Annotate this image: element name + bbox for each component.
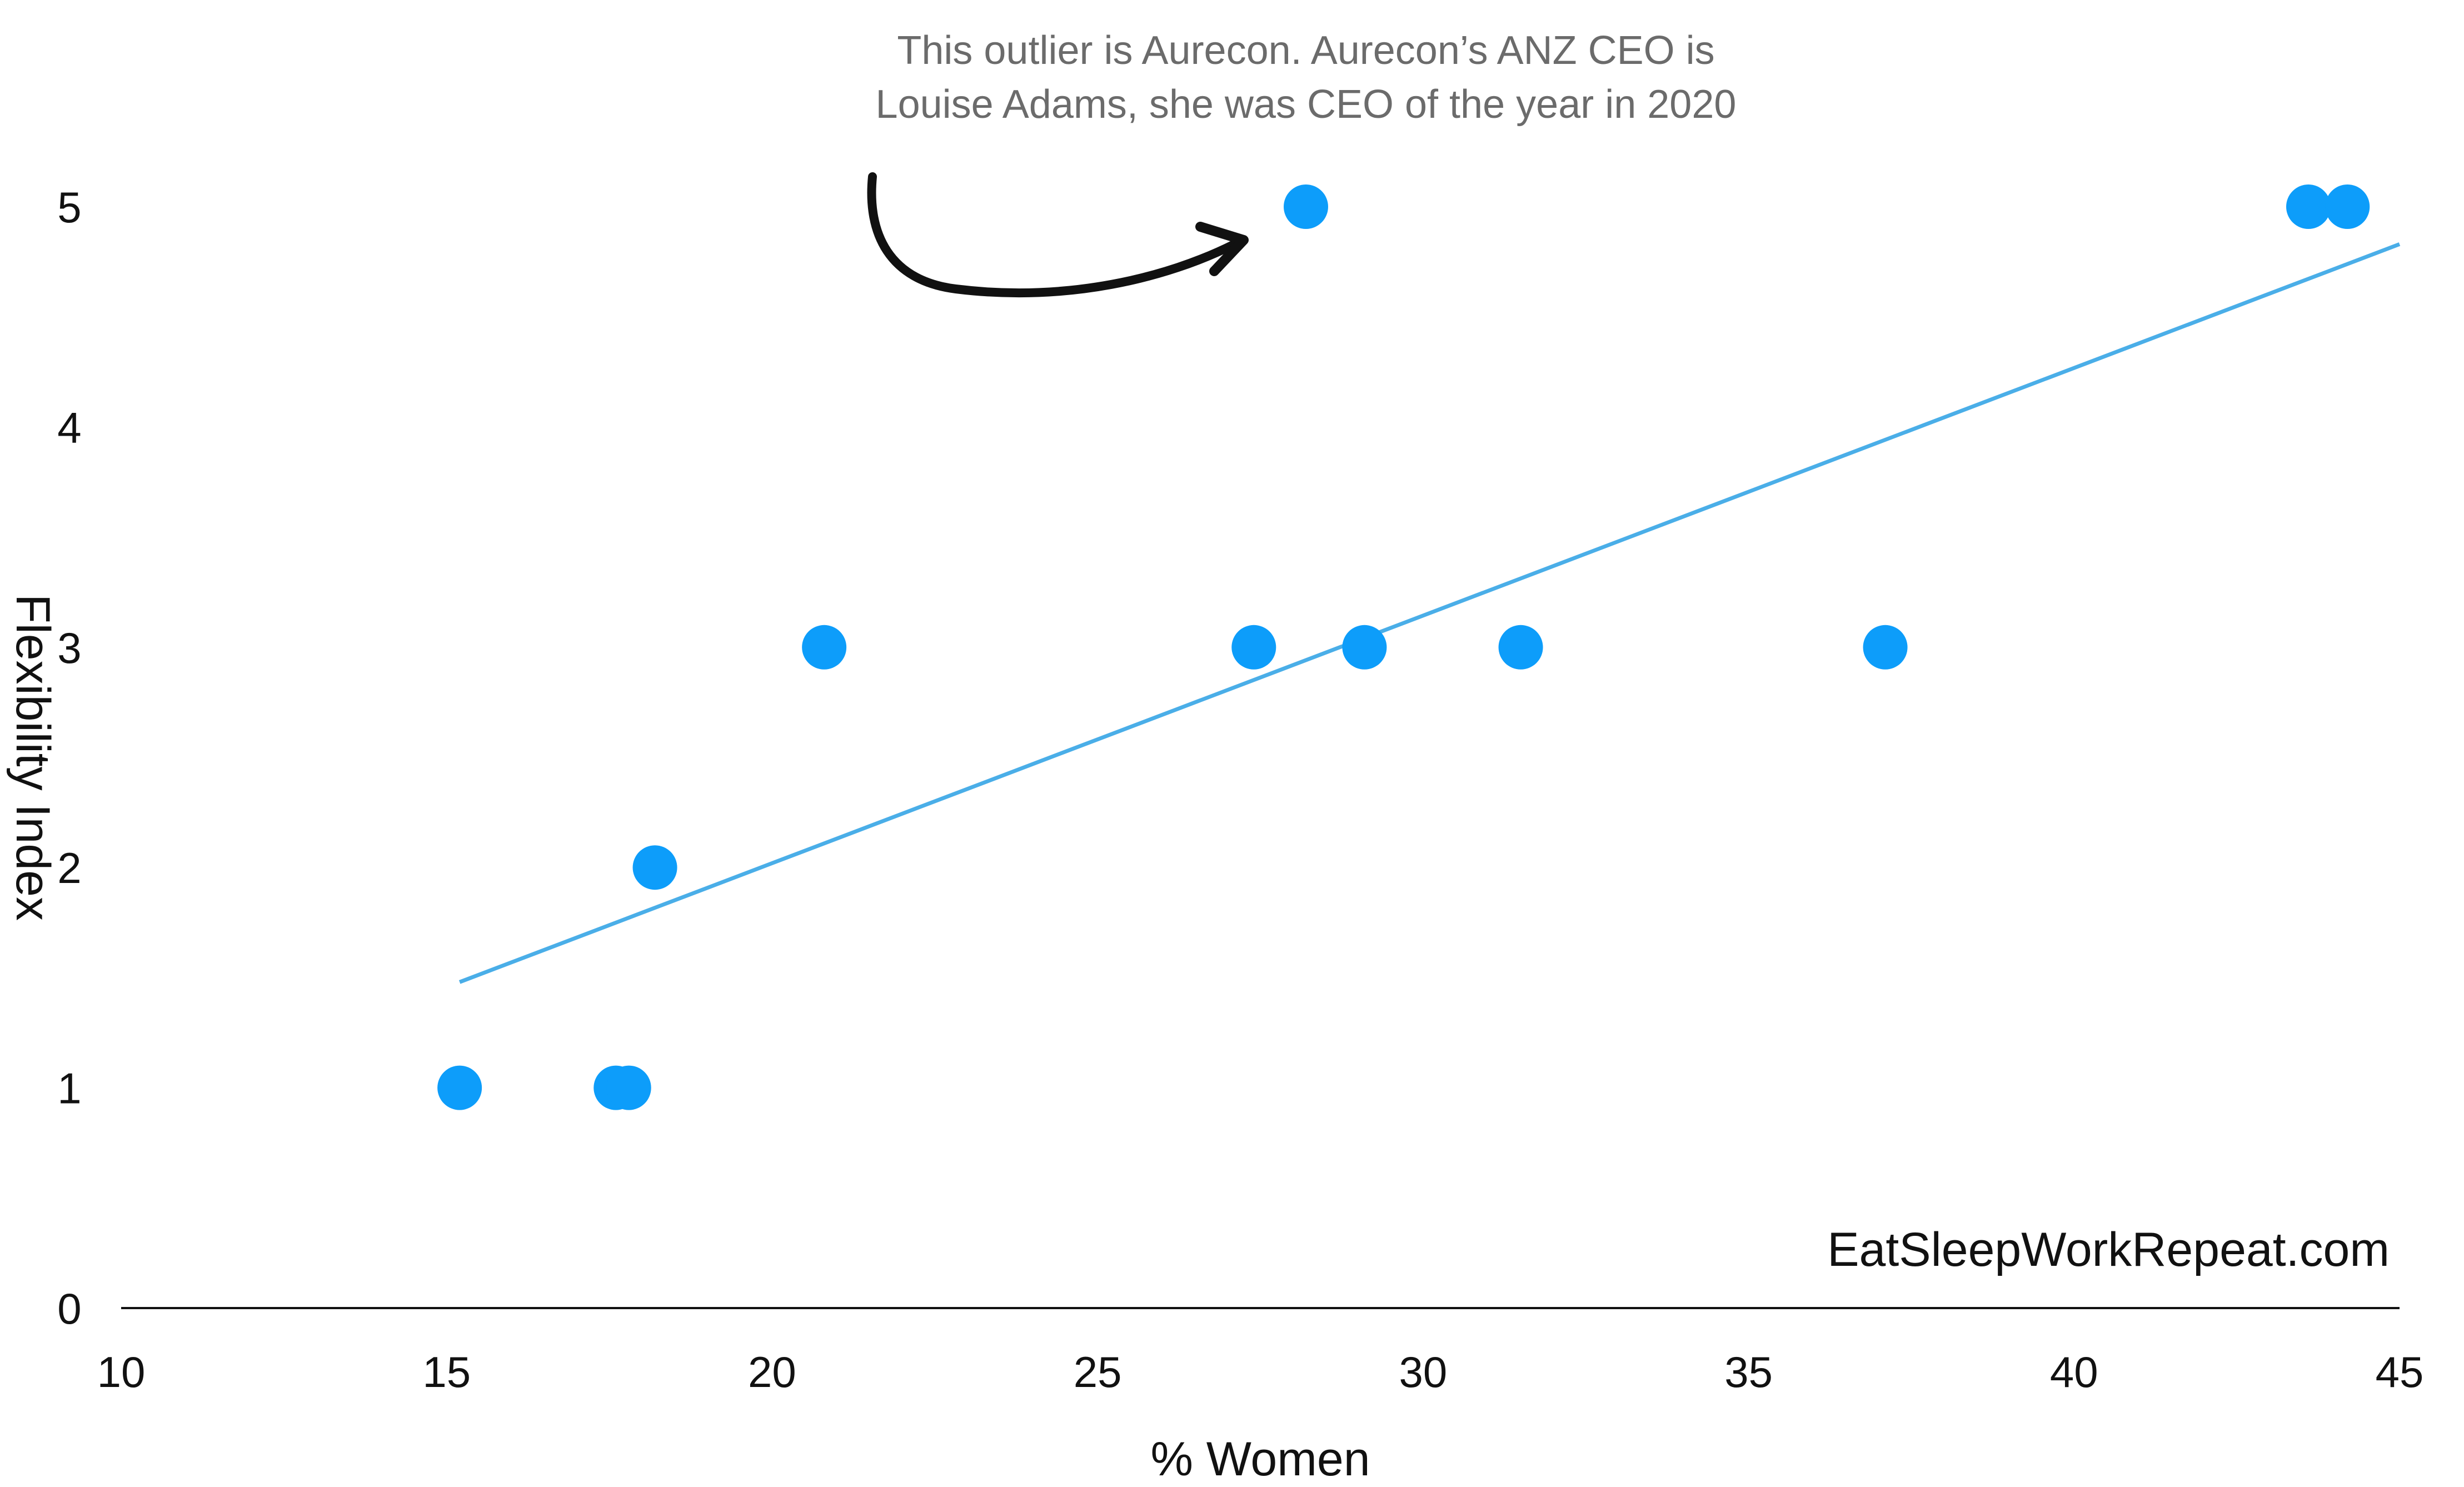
y-tick-label: 1 (57, 1064, 81, 1113)
y-tick-label: 3 (57, 623, 81, 672)
y-tick-labels: 0 1 2 3 4 5 (57, 183, 81, 1333)
data-point (1498, 625, 1543, 670)
x-tick-label: 25 (1074, 1348, 1122, 1396)
trendline-layer (458, 242, 2401, 984)
y-tick-label: 4 (57, 403, 81, 452)
data-point (437, 1065, 482, 1110)
watermark: EatSleepWorkRepeat.com (1827, 1223, 2390, 1276)
x-tick-label: 30 (1399, 1348, 1447, 1396)
y-tick-label: 5 (57, 183, 81, 232)
x-tick-label: 45 (2376, 1348, 2424, 1396)
data-point (1231, 625, 1276, 670)
data-point (632, 845, 677, 890)
data-point (1863, 625, 1908, 670)
x-tick-labels: 10 15 20 25 30 35 40 45 (97, 1348, 2424, 1396)
y-tick-label: 2 (57, 844, 81, 892)
y-tick-label: 0 (57, 1284, 81, 1333)
x-axis-title: % Women (1150, 1433, 1370, 1486)
data-point (802, 625, 847, 670)
x-tick-label: 15 (422, 1348, 471, 1396)
x-tick-label: 20 (748, 1348, 796, 1396)
annotation-line-1: This outlier is Aurecon. Aurecon’s ANZ C… (897, 28, 1714, 73)
data-point (1284, 184, 1328, 229)
data-points (437, 184, 2370, 1110)
y-axis-title: Flexibility Index (6, 594, 59, 921)
data-point (2325, 184, 2370, 229)
data-point (2286, 184, 2331, 229)
data-point (606, 1065, 651, 1110)
x-tick-label: 40 (2050, 1348, 2098, 1396)
x-tick-label: 10 (97, 1348, 146, 1396)
annotation-arrow (867, 172, 1249, 297)
trendline (458, 242, 2401, 984)
x-tick-label: 35 (1724, 1348, 1773, 1396)
annotation-line-2: Louise Adams, she was CEO of the year in… (876, 82, 1737, 127)
data-point (1342, 625, 1387, 670)
